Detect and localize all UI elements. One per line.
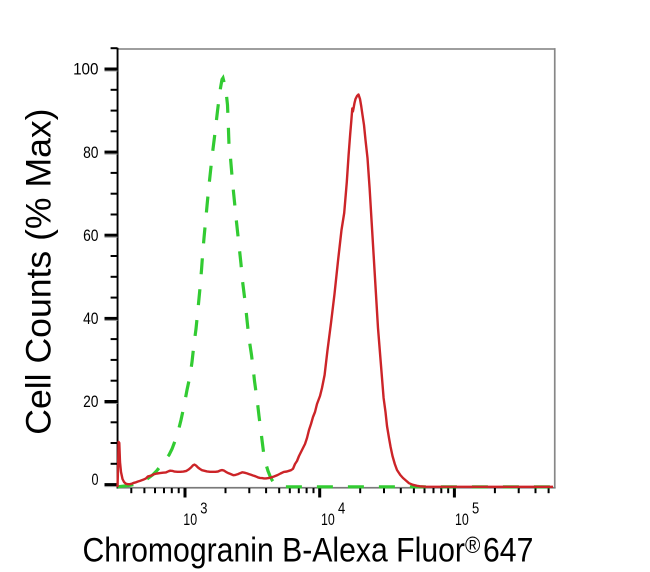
svg-text:Cell Counts (% Max): Cell Counts (% Max) [19,108,59,434]
svg-text:10: 10 [321,511,335,529]
svg-text:10: 10 [183,511,197,529]
svg-text:100: 100 [73,61,98,79]
svg-text:40: 40 [83,310,98,328]
svg-text:0: 0 [92,471,99,489]
svg-text:10: 10 [455,511,469,529]
svg-text:Chromogranin B-Alexa Fluor®647: Chromogranin B-Alexa Fluor®647 [83,531,534,569]
svg-text:80: 80 [83,144,98,162]
svg-text:3: 3 [200,500,207,517]
svg-text:20: 20 [83,393,98,411]
svg-text:5: 5 [472,500,479,517]
svg-text:4: 4 [338,500,346,517]
svg-text:60: 60 [83,227,98,245]
